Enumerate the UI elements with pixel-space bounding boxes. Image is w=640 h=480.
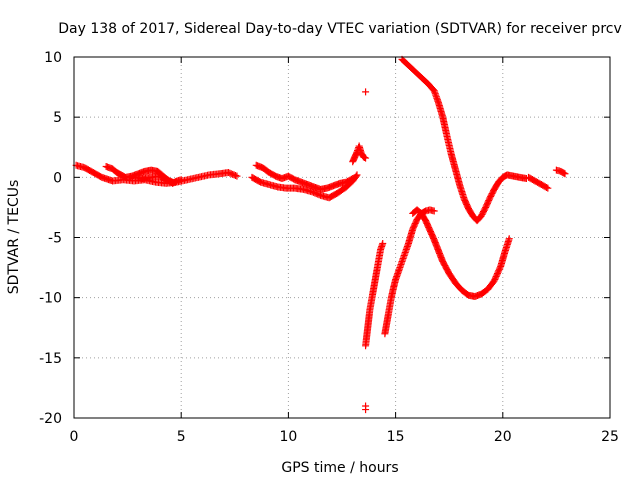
data-point	[544, 184, 552, 192]
y-tick-label: 5	[53, 110, 62, 126]
series-arc-11	[381, 206, 438, 338]
data-point	[353, 171, 361, 179]
x-tick-label: 25	[601, 429, 619, 445]
axis-ticks	[73, 56, 611, 419]
x-tick-label: 0	[70, 429, 79, 445]
data-point	[560, 169, 568, 177]
series-arc-7	[398, 55, 530, 225]
series-arc-3	[130, 172, 177, 186]
y-tick-label: -5	[48, 231, 62, 247]
series-arc-5	[248, 171, 361, 202]
data-point	[379, 240, 387, 248]
series-arc-12	[409, 206, 513, 300]
y-tick-label: 0	[53, 170, 62, 186]
data-point	[233, 172, 241, 180]
data-points	[72, 55, 569, 414]
x-tick-labels: 0 5 10 15 20 25	[70, 429, 619, 445]
y-tick-label: 10	[44, 50, 62, 66]
series-arc-9	[552, 166, 569, 178]
series-arc-8	[525, 173, 552, 192]
x-tick-label: 10	[279, 429, 297, 445]
series-arc-10	[362, 240, 387, 350]
series-arc-4	[252, 161, 357, 193]
x-axis-label: GPS time / hours	[281, 460, 398, 476]
y-tick-label: -15	[39, 351, 62, 367]
y-tick-label: -10	[39, 291, 62, 307]
data-point	[362, 406, 370, 414]
data-point	[505, 235, 513, 243]
x-tick-label: 5	[177, 429, 186, 445]
y-tick-labels: -20 -15 -10 -5 0 5 10	[39, 50, 62, 427]
series-arc-6	[349, 142, 370, 166]
y-axis-label: SDTVAR / TECUs	[6, 180, 22, 295]
data-point	[430, 207, 438, 215]
series-outliers	[362, 88, 370, 414]
data-point	[362, 154, 370, 162]
data-point	[361, 153, 369, 161]
data-point	[362, 88, 370, 96]
grid-layer	[74, 57, 610, 418]
x-tick-label: 20	[494, 429, 512, 445]
chart-title: Day 138 of 2017, Sidereal Day-to-day VTE…	[58, 21, 622, 37]
data-point	[177, 176, 185, 184]
data-point	[169, 178, 177, 186]
data-point	[232, 172, 240, 180]
data-point	[543, 183, 551, 191]
data-point	[352, 172, 360, 180]
x-tick-label: 15	[387, 429, 405, 445]
data-point	[561, 170, 569, 178]
y-tick-label: -20	[39, 411, 62, 427]
